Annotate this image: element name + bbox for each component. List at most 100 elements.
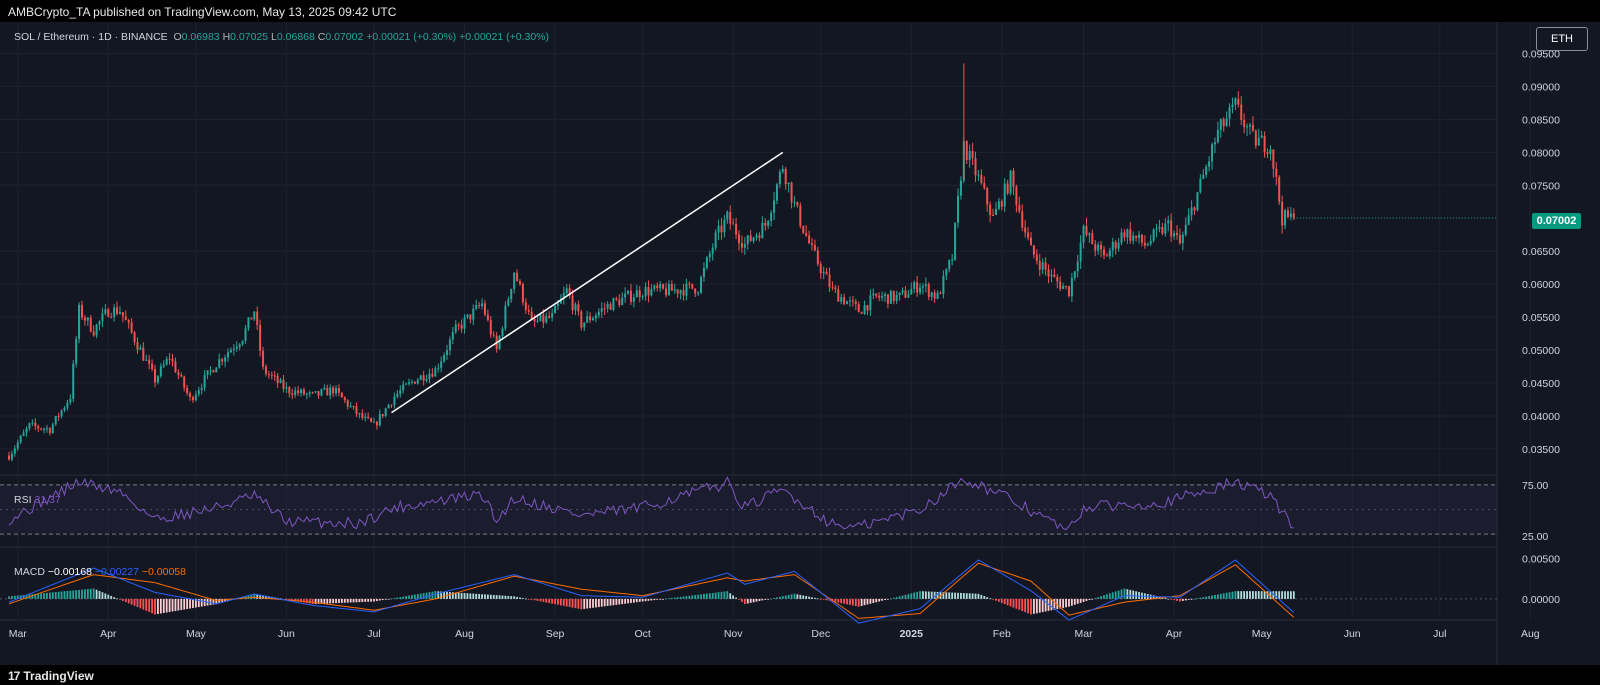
candle-body <box>329 387 332 396</box>
macd-histogram-bar <box>1152 595 1155 599</box>
tradingview-logo[interactable]: 17 TradingView <box>8 669 94 683</box>
symbol-title: SOL / Ethereum · 1D · BINANCE <box>14 31 168 43</box>
candle-body <box>373 421 375 423</box>
candle-body <box>542 314 545 323</box>
macd-histogram-bar <box>632 598 635 603</box>
macd-histogram-bar <box>285 598 288 600</box>
candle-body <box>726 211 729 220</box>
macd-histogram-bar <box>1167 598 1170 600</box>
macd-histogram-bar <box>533 598 536 601</box>
change-value-2: +0.00021 (+0.30%) <box>459 31 549 43</box>
macd-histogram-bar <box>308 598 311 604</box>
candle-body <box>1041 262 1044 270</box>
candle-body <box>848 300 851 302</box>
macd-histogram-bar <box>1231 591 1234 599</box>
last-price-tag: 0.07002 <box>1532 213 1581 229</box>
macd-histogram-bar <box>711 592 714 599</box>
macd-histogram-bar <box>816 598 819 600</box>
macd-histogram-bar <box>60 591 63 599</box>
macd-histogram-bar <box>635 598 638 603</box>
macd-histogram-bar <box>933 591 936 599</box>
macd-histogram-bar <box>89 588 92 599</box>
macd-histogram-bar <box>1287 591 1289 599</box>
candle-body <box>1211 144 1214 162</box>
macd-histogram-bar <box>764 598 767 600</box>
candle-body <box>702 267 705 278</box>
macd-histogram-bar <box>986 597 989 599</box>
macd-histogram-bar <box>673 597 676 599</box>
macd-histogram-bar <box>367 598 370 602</box>
candle-body <box>921 286 924 288</box>
candle-body <box>1079 242 1082 262</box>
macd-histogram-bar <box>945 592 948 599</box>
macd-histogram-bar <box>992 598 994 600</box>
candle-body <box>1027 232 1030 238</box>
candle-body <box>580 311 583 328</box>
candle-body <box>1056 276 1059 282</box>
compare-symbol-button[interactable]: ETH <box>1536 27 1588 51</box>
macd-histogram-bar <box>571 598 574 608</box>
macd-histogram-bar <box>676 597 679 599</box>
macd-legend: MACD −0.00168 −0.00227 −0.00058 <box>14 566 186 578</box>
macd-histogram-bar <box>793 593 796 599</box>
candle-body <box>603 308 606 310</box>
candle-body <box>1213 142 1216 145</box>
macd-histogram-bar <box>557 598 559 605</box>
macd-histogram-bar <box>1263 591 1266 599</box>
candle-body <box>1222 119 1225 127</box>
macd-histogram-bar <box>995 598 997 601</box>
candle-body <box>1164 223 1167 234</box>
macd-histogram-bar <box>863 598 866 606</box>
candle-body <box>752 237 755 242</box>
macd-histogram-bar <box>609 598 612 606</box>
macd-histogram-bar <box>338 598 340 603</box>
macd-histogram-bar <box>1234 591 1237 599</box>
macd-histogram-bar <box>1170 598 1173 600</box>
candle-body <box>1181 234 1184 244</box>
candle-body <box>729 211 732 224</box>
candle-body <box>1176 233 1178 235</box>
candle-body <box>148 359 151 364</box>
candle-body <box>819 264 822 274</box>
price-chart[interactable]: 0.09500 0.09000 0.08500 0.08000 0.07500 0.065… <box>0 22 1600 665</box>
macd-histogram-bar <box>936 591 939 599</box>
candle-body <box>300 389 302 394</box>
candle-body <box>209 370 212 372</box>
candle-body <box>924 284 927 287</box>
macd-histogram-bar <box>81 589 83 599</box>
chart-area[interactable]: 0.09500 0.09000 0.08500 0.08000 0.07500 0.065… <box>0 22 1600 665</box>
candle-body <box>57 416 60 418</box>
candle-body <box>1120 232 1123 243</box>
candle-body <box>536 320 539 322</box>
candle-body <box>346 400 349 407</box>
candle-body <box>162 364 165 367</box>
macd-line <box>8 559 1295 624</box>
macd-histogram-bar <box>1190 598 1193 600</box>
macd-histogram-bar <box>697 594 700 599</box>
candle-body <box>1193 207 1196 211</box>
candle-body <box>913 282 916 289</box>
candle-body <box>717 225 720 233</box>
macd-histogram-bar <box>930 591 933 599</box>
time-tick-label: Aug <box>1521 628 1540 640</box>
candle-body <box>352 405 355 407</box>
candle-body <box>428 373 431 379</box>
macd-histogram-bar <box>1211 595 1213 599</box>
candle-body <box>492 334 495 336</box>
candle-body <box>475 305 478 309</box>
macd-histogram-bar <box>630 598 632 603</box>
candle-body <box>1155 228 1158 230</box>
candle-body <box>171 358 174 362</box>
macd-histogram-bar <box>75 590 78 599</box>
candle-body <box>405 383 408 385</box>
macd-histogram-bar <box>1009 598 1012 607</box>
macd-histogram-bar <box>177 598 180 611</box>
macd-histogram-bar <box>954 592 956 599</box>
macd-histogram-bar <box>1272 591 1275 599</box>
candle-body <box>419 375 422 380</box>
time-tick-label: Jul <box>367 628 380 640</box>
candle-body <box>994 208 997 215</box>
candle-body <box>54 416 57 425</box>
macd-histogram-bar <box>638 598 641 602</box>
macd-histogram-bar <box>583 598 586 609</box>
